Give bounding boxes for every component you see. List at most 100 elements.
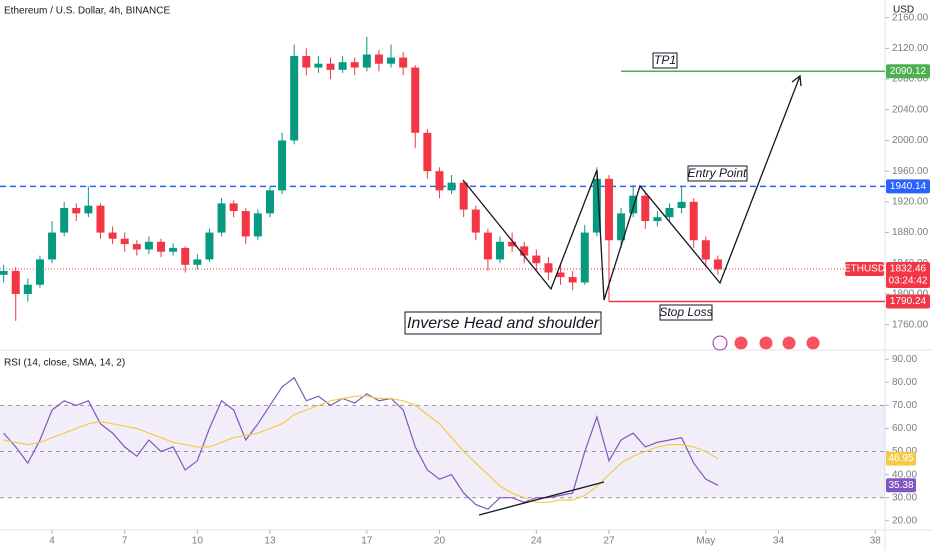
candle-body xyxy=(84,205,93,214)
event-icons[interactable] xyxy=(712,335,821,351)
x-tick-label: 10 xyxy=(192,536,204,547)
candle-body xyxy=(217,203,226,233)
candle-body xyxy=(193,259,202,265)
y-tick-label: 2000.00 xyxy=(892,135,929,146)
event-icon[interactable] xyxy=(758,335,774,351)
annotation: Stop Loss xyxy=(659,305,712,319)
candle-body xyxy=(229,203,238,212)
candle-body xyxy=(35,259,44,285)
x-tick-label: 17 xyxy=(361,536,373,547)
y-tick-label: 2160.00 xyxy=(892,12,929,23)
candle-body xyxy=(181,247,190,265)
y-tick-label: 90.00 xyxy=(892,354,917,365)
candle-body xyxy=(423,132,432,172)
event-icon[interactable] xyxy=(712,335,728,351)
rsi-trendline xyxy=(478,481,605,516)
last-price-box xyxy=(886,262,930,289)
candle-body xyxy=(132,244,141,250)
candle-body xyxy=(72,208,81,214)
rsi-line xyxy=(3,376,719,510)
x-tick-label: 13 xyxy=(264,536,276,547)
last-price-label: 1832.46 xyxy=(890,264,927,275)
x-tick-label: 24 xyxy=(531,536,543,547)
y-tick-label: 60.00 xyxy=(892,423,917,434)
candle-body xyxy=(592,178,601,233)
annotation-box xyxy=(652,52,678,69)
candle-body xyxy=(689,201,698,241)
candle-body xyxy=(629,195,638,214)
candle-body xyxy=(157,241,166,252)
ticker-label: ETHUSD xyxy=(844,264,885,275)
annotation-box xyxy=(659,304,713,321)
candle-body xyxy=(604,178,613,241)
candle-body xyxy=(508,241,517,247)
candle-body xyxy=(108,232,117,239)
level-label: 1940.14 xyxy=(890,181,927,192)
candle-body xyxy=(253,213,262,237)
candle-body xyxy=(483,232,492,260)
candle-body xyxy=(241,211,250,237)
candle-body xyxy=(677,201,686,209)
candle-body xyxy=(520,246,529,256)
level-label-box xyxy=(886,64,930,79)
ticker-label-box xyxy=(845,262,884,277)
candle-body xyxy=(265,190,274,214)
series-last-label-box xyxy=(886,478,916,493)
annotation: TP1 xyxy=(654,53,676,67)
candle-body xyxy=(471,209,480,233)
currency-label: USD xyxy=(893,5,914,16)
y-tick-label: 1760.00 xyxy=(892,319,929,330)
annotation-box xyxy=(687,165,748,182)
candle-body xyxy=(665,208,674,218)
candle-body xyxy=(120,238,129,245)
level-label: 1790.24 xyxy=(890,296,927,307)
chart-title: Ethereum / U.S. Dollar, 4h, BINANCE xyxy=(4,6,171,17)
candle-body xyxy=(544,263,553,273)
plot-layer xyxy=(0,17,889,534)
countdown-label: 03:24:42 xyxy=(889,276,928,287)
candle-body xyxy=(532,255,541,264)
candle-body xyxy=(653,217,662,222)
arrow-head xyxy=(791,74,802,87)
candle-body xyxy=(362,54,371,68)
event-icon[interactable] xyxy=(733,335,749,351)
candle-body xyxy=(617,213,626,241)
candle-body xyxy=(556,272,565,278)
candle-body xyxy=(23,284,32,294)
level-label-box xyxy=(886,294,930,309)
annotation: Entry Point xyxy=(688,166,747,180)
candle-body xyxy=(0,270,8,275)
candle-body xyxy=(459,182,468,210)
rsi-line xyxy=(3,395,719,503)
series-last-label-box xyxy=(886,451,916,466)
y-tick-label: 80.00 xyxy=(892,377,917,388)
y-tick-label: 1960.00 xyxy=(892,166,929,177)
candle-body xyxy=(568,277,577,283)
candle-body xyxy=(374,54,383,64)
y-tick-label: 1880.00 xyxy=(892,227,929,238)
candle-body xyxy=(641,195,650,222)
series-last-label: 46.95 xyxy=(888,453,913,464)
x-tick-label: 7 xyxy=(122,536,128,547)
y-tick-label: 2120.00 xyxy=(892,43,929,54)
pattern-drawing xyxy=(462,75,801,301)
candle-body xyxy=(96,205,105,233)
candle-body xyxy=(290,56,299,141)
candle-body xyxy=(48,232,57,260)
candle-body xyxy=(314,63,323,68)
event-icon[interactable] xyxy=(805,335,821,351)
candle-body xyxy=(205,232,214,260)
candle-body xyxy=(338,62,347,70)
candle-body xyxy=(302,56,311,68)
event-icon[interactable] xyxy=(781,335,797,351)
candle-body xyxy=(447,182,456,191)
x-tick-label: May xyxy=(696,536,715,547)
candle-body xyxy=(701,240,710,260)
candle-body xyxy=(399,57,408,68)
x-tick-label: 20 xyxy=(434,536,446,547)
y-tick-label: 40.00 xyxy=(892,469,917,480)
candle-body xyxy=(326,63,335,70)
candle-body xyxy=(713,259,722,270)
